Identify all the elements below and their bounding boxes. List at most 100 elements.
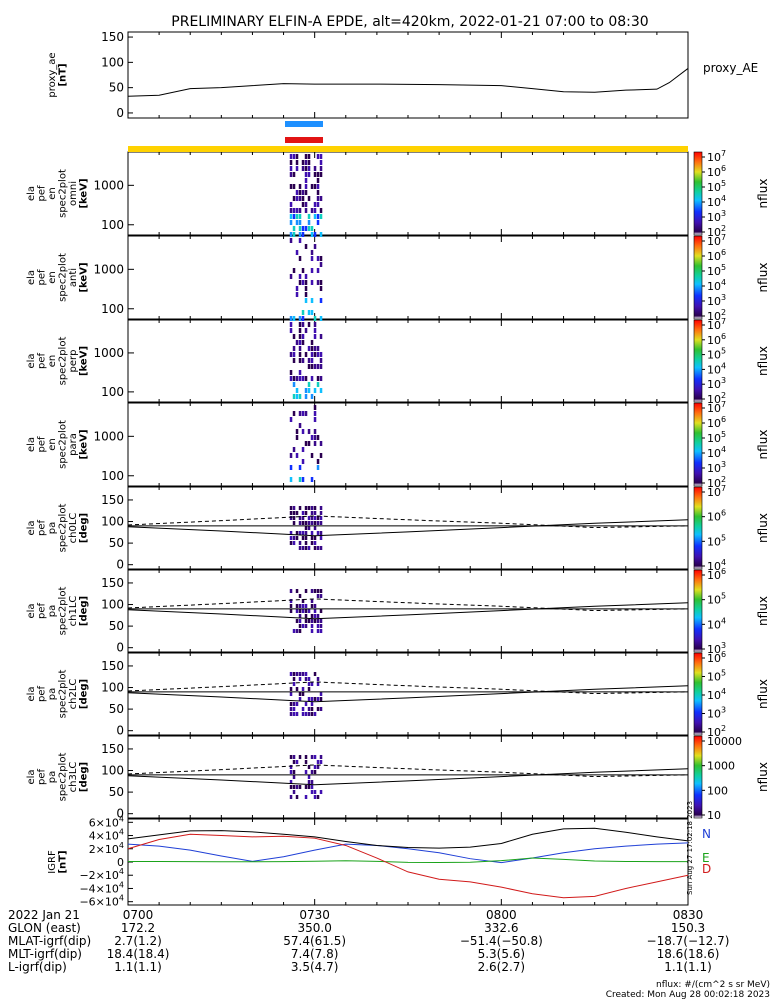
y-tick-label: 100	[101, 764, 124, 778]
pitch-angle-cell	[319, 755, 323, 759]
y-tick-label: 150	[101, 742, 124, 756]
pitch-angle-line-1	[127, 681, 689, 695]
spectrogram-cell	[313, 411, 317, 416]
pitch-angle-cell	[313, 755, 317, 759]
pitch-angle-cell	[292, 629, 296, 633]
pitch-angle-cell	[316, 677, 320, 681]
pitch-angle-cell	[295, 785, 299, 789]
spectrogram-cell	[319, 364, 323, 369]
colorbar-tick-label: 104	[707, 558, 726, 573]
colorbar-tick-label: 105	[707, 592, 726, 607]
axis-label-line: pa	[47, 522, 58, 534]
pitch-angle-cell	[289, 702, 293, 706]
colorbar-tick-label: 107	[707, 149, 726, 164]
spectrogram-cell	[313, 441, 317, 446]
axis-label-line: pef	[36, 269, 47, 286]
pitch-angle-cell	[292, 702, 296, 706]
y-tick-label: 0	[116, 106, 124, 120]
panel-1: ela pef en spec2plot omni [keV] 10001001071061…	[26, 149, 770, 239]
spectrogram-cell	[298, 352, 302, 357]
spectrogram-cell	[304, 388, 308, 393]
pitch-angle-cell	[301, 599, 305, 603]
igrf-legend-e: E	[702, 851, 710, 865]
axis-label-line: proxy_ae	[47, 52, 58, 97]
colorbar-tick-label: 102	[707, 391, 726, 406]
spectrogram-cell	[289, 465, 293, 470]
spectrogram-cell	[292, 232, 296, 237]
pitch-angle-cell	[292, 755, 296, 759]
footer-cell: −18.7(−12.7)	[647, 934, 730, 948]
pitch-angle-cell	[316, 707, 320, 711]
y-tick-label: 1000	[93, 178, 124, 192]
pitch-angle-cell	[307, 697, 311, 701]
pitch-angle-cell	[313, 614, 317, 618]
axis-label-line: [deg]	[78, 679, 89, 709]
spectrogram-cell	[316, 364, 320, 369]
pitch-angle-cell	[316, 619, 320, 623]
colorbar	[693, 151, 703, 236]
y-tick-label: 150	[101, 493, 124, 507]
pitch-angle-cell	[307, 521, 311, 525]
y-tick-label: 150	[101, 30, 124, 44]
pitch-angle-cell	[289, 692, 293, 696]
spectrogram-cell	[313, 172, 317, 177]
spectrogram-cell	[298, 316, 302, 321]
spectrogram-cell	[319, 352, 323, 357]
spectrogram-cell	[301, 160, 305, 165]
axis-label-line: ela	[26, 437, 37, 452]
panel-8: ela pef pa spec2plot ch3LC [deg] 150 100 50 0 1000…	[26, 735, 770, 822]
spectrogram-cell	[304, 178, 308, 183]
igrf-line-n	[127, 842, 689, 864]
spectrogram-cell	[310, 394, 314, 399]
spectrogram-cell	[289, 154, 293, 159]
pitch-angle-cell	[298, 531, 302, 535]
pitch-angle-cell	[319, 624, 323, 628]
spectrogram-cell	[307, 220, 311, 225]
colorbar-tick-label: 105	[707, 263, 726, 278]
pitch-angle-line-0	[127, 519, 689, 537]
spectrogram-cell	[304, 202, 308, 207]
spectrogram-cell	[313, 208, 317, 213]
spectrogram-cell	[304, 394, 308, 399]
spectrogram-cell	[319, 453, 323, 458]
spectrogram-cell	[295, 453, 299, 458]
colorbar-tick-label: 10000	[707, 735, 742, 748]
colorbar-tick-label: 104	[707, 445, 726, 460]
spectrogram-cell	[310, 232, 314, 237]
spectrogram-cell	[292, 346, 296, 351]
colorbar-tick-label: 102	[707, 475, 726, 490]
footer-cell: 57.4(61.5)	[283, 934, 346, 948]
colorbar-label: nflux	[756, 762, 770, 792]
y-tick-label: 150	[101, 659, 124, 673]
colorbar-tick-label: 105	[707, 669, 726, 684]
spectrogram-cell	[289, 322, 293, 327]
spectrogram-cell	[316, 465, 320, 470]
spectrogram-4	[289, 405, 323, 482]
pitch-angle-cell	[301, 712, 305, 716]
pitch-angle-cell	[307, 526, 311, 530]
colorbar-tick-label: 107	[707, 233, 726, 248]
pitch-angle-cell	[304, 546, 308, 550]
panel-frame	[127, 235, 689, 320]
pitch-angle-cell	[313, 619, 317, 623]
colorbar-tick-label: 104	[707, 616, 726, 631]
spectrogram-cell	[304, 208, 308, 213]
spectrogram-cell	[292, 268, 296, 273]
pitch-angle-cell	[316, 697, 320, 701]
colorbar	[693, 652, 703, 736]
pitch-angle-cell	[313, 521, 317, 525]
spectrogram-cell	[319, 376, 323, 381]
spectrogram-cell	[295, 286, 299, 291]
y-tick-label: 100	[101, 302, 124, 316]
axis-label-line: [nT]	[57, 850, 68, 873]
spectrogram-cell	[304, 172, 308, 177]
spectrogram-cell	[301, 268, 305, 273]
spectrogram-cell	[307, 196, 311, 201]
spectrogram-cell	[295, 435, 299, 440]
pitch-angle-cell	[319, 629, 323, 633]
spectrogram-cell	[304, 154, 308, 159]
y-tick-label: 100	[101, 598, 124, 612]
spectrogram-cell	[292, 154, 296, 159]
spectrogram-cell	[295, 394, 299, 399]
spectrogram-cell	[313, 202, 317, 207]
